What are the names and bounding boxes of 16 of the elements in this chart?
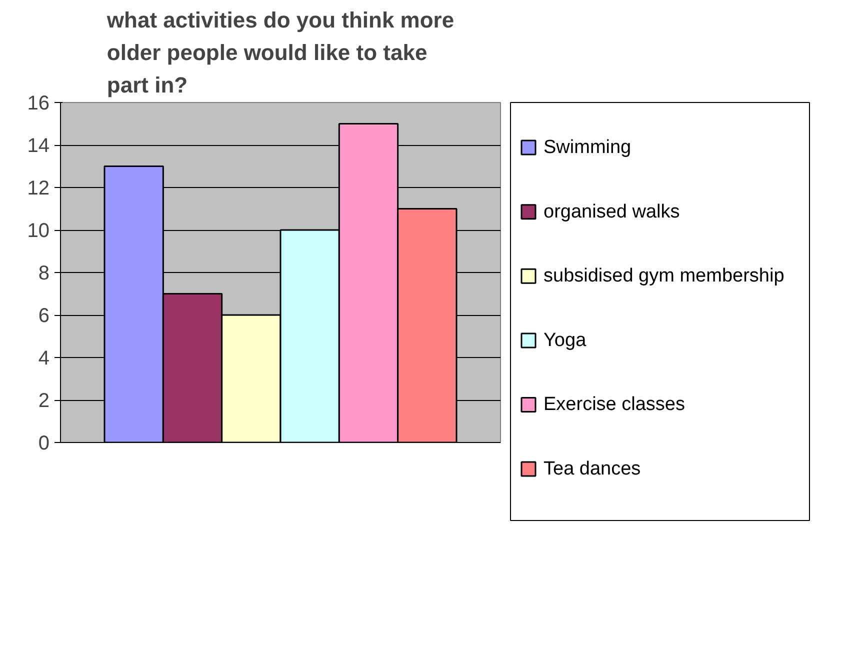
legend-label: Yoga (544, 330, 587, 351)
y-tick-label: 0 (38, 432, 50, 454)
chart-title: what activities do you think more older people would like to take part in? (106, 8, 454, 98)
y-tick-label: 6 (38, 305, 50, 327)
legend-label: Exercise classes (544, 394, 685, 416)
y-tick-label: 16 (27, 92, 50, 114)
legend-label: subsidised gym membership (544, 266, 784, 287)
y-tick-label: 8 (38, 262, 50, 284)
legend-label: Swimming (544, 137, 632, 158)
y-tick-label: 10 (27, 220, 50, 242)
y-tick-label: 14 (27, 135, 50, 157)
legend-label: Tea dances (544, 458, 641, 480)
y-tick-label: 2 (38, 390, 50, 412)
legend-label: organised walks (544, 201, 680, 222)
y-tick-label: 4 (38, 348, 50, 370)
y-tick-label: 12 (27, 178, 50, 200)
